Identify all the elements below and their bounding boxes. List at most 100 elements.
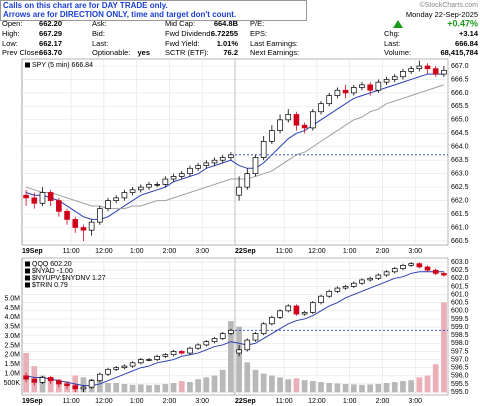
legend-swatch bbox=[25, 268, 30, 274]
volume-tick-label: 4.0M bbox=[4, 314, 20, 321]
candle-body bbox=[80, 386, 87, 390]
candle-body bbox=[31, 378, 38, 383]
volume-bar bbox=[154, 384, 161, 393]
candle-body bbox=[211, 338, 218, 343]
candle-body bbox=[391, 268, 398, 273]
quote-label: Open: bbox=[2, 19, 22, 28]
volume-bar bbox=[187, 382, 193, 393]
x-tick-label: 22Sep bbox=[235, 398, 256, 405]
x-tick-label: 19Sep bbox=[22, 398, 43, 405]
candle-body bbox=[260, 141, 267, 158]
legend-swatch bbox=[25, 275, 30, 281]
quote-value: 662.20 bbox=[39, 19, 62, 28]
volume-bar bbox=[228, 321, 234, 393]
candle-body bbox=[432, 68, 439, 75]
x-tick-label: 3:00 bbox=[408, 248, 422, 255]
y-tick-label: 597.0 bbox=[451, 356, 469, 363]
candle-body bbox=[56, 200, 62, 212]
volume-tick-label: 5.0M bbox=[4, 295, 20, 302]
candle-body bbox=[137, 186, 144, 191]
x-tick-label: 3:00 bbox=[408, 398, 422, 405]
quote-label: Prev Close: bbox=[2, 48, 41, 57]
y-tick-label: 599.5 bbox=[451, 316, 469, 323]
quote-date: Monday 22-Sep-2025 bbox=[406, 10, 478, 19]
quote-label: Chg: bbox=[384, 29, 400, 38]
y-tick-label: 660.5 bbox=[451, 238, 469, 245]
y-tick-label: 602.5 bbox=[451, 267, 469, 274]
volume-bar bbox=[244, 362, 251, 393]
candle-body bbox=[350, 282, 357, 287]
candle-body bbox=[260, 323, 267, 334]
candle-body bbox=[121, 192, 128, 199]
volume-bar bbox=[416, 377, 423, 393]
up-arrow bbox=[393, 20, 403, 28]
candle-body bbox=[293, 305, 300, 315]
candle-body bbox=[375, 81, 382, 91]
legend-label: $NYUPV:$NYDNV 1.27 bbox=[32, 275, 106, 282]
y-tick-label: 662.0 bbox=[451, 197, 469, 204]
notice-line: Calls on this chart are for DAY TRADE on… bbox=[3, 1, 168, 10]
candle-body bbox=[400, 71, 406, 78]
x-tick-label: 22Sep bbox=[235, 248, 256, 255]
candle-body bbox=[441, 69, 447, 75]
volume-bar bbox=[105, 382, 111, 393]
quote-label: Last: bbox=[384, 39, 400, 48]
volume-bar bbox=[383, 382, 390, 393]
candle-body bbox=[154, 355, 160, 360]
volume-bar bbox=[391, 382, 398, 393]
change-pct: +0.47% bbox=[447, 18, 478, 28]
candle-body bbox=[88, 380, 95, 388]
volume-tick-label: 3.5M bbox=[4, 324, 20, 331]
y-tick-label: 661.5 bbox=[451, 211, 469, 218]
x-tick-label: 12:00 bbox=[95, 248, 113, 255]
volume-bar bbox=[162, 383, 169, 393]
candle-body bbox=[342, 89, 349, 94]
candle-body bbox=[383, 271, 390, 276]
candle-body bbox=[432, 269, 439, 274]
x-tick-label: 2:00 bbox=[163, 248, 177, 255]
candle-body bbox=[416, 65, 423, 70]
legend-label: $NYAD -1.00 bbox=[32, 268, 73, 275]
volume-bar bbox=[326, 382, 333, 393]
candle-body bbox=[310, 111, 316, 129]
candle-body bbox=[244, 339, 251, 351]
candle-body bbox=[88, 221, 95, 231]
x-tick-label: 19Sep bbox=[22, 248, 43, 255]
candle-body bbox=[252, 333, 259, 341]
quote-label: Bid: bbox=[92, 29, 105, 38]
y-tick-label: 663.0 bbox=[451, 171, 469, 178]
moving-average bbox=[25, 73, 444, 220]
y-tick-label: 667.0 bbox=[451, 63, 469, 70]
quote-value: 1.01% bbox=[217, 39, 239, 48]
candle-body bbox=[367, 84, 373, 91]
y-tick-label: 602.0 bbox=[451, 275, 469, 282]
quote-label: Fwd Dividend: bbox=[165, 29, 213, 38]
candle-body bbox=[350, 87, 357, 94]
volume-bar bbox=[400, 381, 406, 393]
quote-label: Ask: bbox=[92, 19, 107, 28]
y-tick-label: 666.0 bbox=[451, 90, 469, 97]
legend-label: SPY (5 min) 666.84 bbox=[32, 62, 93, 69]
quote-label: Mid Cap: bbox=[165, 19, 195, 28]
candle-body bbox=[301, 312, 308, 315]
candle-body bbox=[310, 302, 316, 313]
candle-body bbox=[113, 367, 120, 370]
x-tick-label: 1:00 bbox=[343, 248, 357, 255]
y-tick-label: 597.5 bbox=[451, 348, 469, 355]
candle-body bbox=[228, 329, 234, 334]
volume-bar bbox=[113, 382, 120, 393]
x-tick-label: 12:00 bbox=[308, 398, 326, 405]
x-tick-label: 1:00 bbox=[130, 398, 144, 405]
volume-bar bbox=[268, 375, 275, 393]
candle-body bbox=[293, 114, 300, 126]
y-tick-label: 601.5 bbox=[451, 283, 469, 290]
y-tick-label: 595.5 bbox=[451, 381, 469, 388]
candle-body bbox=[162, 354, 169, 357]
candle-body bbox=[326, 290, 333, 297]
candle-body bbox=[137, 359, 144, 364]
volume-bar bbox=[260, 373, 267, 393]
candle-body bbox=[129, 362, 136, 367]
candle-body bbox=[219, 333, 226, 339]
quote-value: +3.14 bbox=[459, 29, 479, 38]
